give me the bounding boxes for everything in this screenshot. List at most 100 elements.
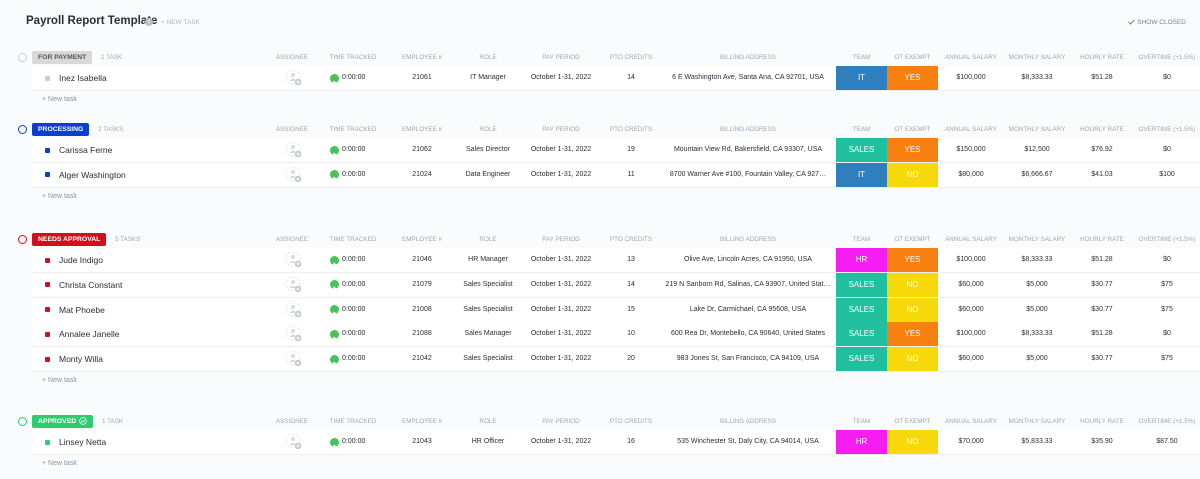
timer-icon[interactable]	[330, 280, 339, 291]
timer-icon[interactable]	[330, 255, 339, 267]
time-tracked: 0:00:00	[342, 146, 366, 153]
hourly-cell: $41.03	[1091, 170, 1113, 178]
task-row[interactable]: Carissa Ferne 0:00:00 21062 Sales Director O…	[32, 138, 1200, 163]
status-pill[interactable]: FOR PAYMENT	[32, 51, 93, 64]
group-toggle[interactable]	[18, 53, 27, 62]
column-header: PTO CREDITS	[609, 236, 653, 243]
address-cell: 535 Winchester St, Daly City, CA 94014, …	[677, 438, 819, 445]
ot-exempt-badge[interactable]: NO	[887, 162, 938, 187]
status-square	[45, 257, 50, 263]
timer-icon[interactable]	[330, 354, 339, 366]
status-pill[interactable]: NEEDS APPROVAL	[32, 233, 107, 246]
new-task-row[interactable]: + New task	[42, 377, 77, 384]
assignee-icon[interactable]	[285, 141, 303, 159]
employee-name[interactable]: Annalee Janelle	[59, 329, 120, 340]
timer-icon[interactable]	[330, 145, 339, 157]
task-row[interactable]: Jude Indigo 0:00:00 21046 HR Manager October…	[32, 248, 1200, 273]
task-row[interactable]: Annalee Janelle 0:00:00 21088 Sales Manager…	[32, 322, 1200, 348]
employee-name[interactable]: Christa Constant	[59, 279, 123, 290]
role-cell: HR Officer	[471, 438, 505, 445]
status-square	[45, 75, 50, 81]
timer-icon[interactable]	[330, 305, 339, 316]
employee-name[interactable]: Monty Willa	[59, 354, 103, 365]
task-row[interactable]: Christa Constant 0:00:00 21079 Sales Specia…	[32, 272, 1200, 298]
assignee-icon[interactable]	[285, 69, 303, 87]
column-header: ROLE	[479, 54, 497, 61]
employee-cell: 21079	[412, 280, 432, 288]
annual-cell: $60,000	[958, 305, 984, 313]
ot-exempt-badge[interactable]: NO	[887, 347, 938, 372]
group-toggle[interactable]	[18, 417, 27, 426]
new-task-row[interactable]: + New task	[42, 95, 77, 103]
assignee-icon[interactable]	[285, 251, 303, 269]
pay-period-cell: October 1-31, 2022	[530, 330, 592, 338]
team-badge[interactable]: HR	[836, 248, 887, 272]
ot-exempt-badge[interactable]: NO	[887, 297, 938, 322]
assignee-icon[interactable]	[285, 325, 303, 343]
timer-icon[interactable]	[330, 170, 339, 181]
role-cell: HR Manager	[468, 256, 508, 263]
pto-cell: 10	[627, 330, 635, 338]
column-header: ASSIGNEE	[275, 418, 309, 425]
assignee-icon[interactable]	[285, 166, 303, 184]
assignee-icon[interactable]	[285, 276, 303, 294]
new-task-row[interactable]: + New task	[42, 192, 77, 200]
ot-exempt-badge[interactable]: YES	[887, 66, 938, 90]
assignee-svg	[285, 433, 302, 450]
group-toggle[interactable]	[18, 235, 27, 244]
column-header: MONTHLY SALARY	[1008, 54, 1066, 61]
play-glyph	[333, 79, 337, 85]
task-row[interactable]: Alger Washington 0:00:00 21024 Data Enginee…	[32, 162, 1200, 188]
task-row[interactable]: Mat Phoebe 0:00:00 21008 Sales Specialist Oc…	[32, 297, 1200, 323]
hourly-cell: $51.28	[1091, 330, 1113, 338]
pay-period-cell: October 1-31, 2022	[530, 355, 592, 363]
column-header: TEAM	[852, 236, 871, 243]
employee-name[interactable]: Mat Phoebe	[59, 304, 105, 315]
employee-name[interactable]: Linsey Netta	[59, 437, 107, 447]
task-row[interactable]: Inez Isabella 0:00:00 21061 IT Manager Octob…	[32, 66, 1200, 91]
timer-icon[interactable]	[330, 329, 339, 341]
team-badge[interactable]: SALES	[836, 347, 887, 372]
assignee-icon[interactable]	[285, 301, 303, 319]
monthly-cell: $8,333.33	[1021, 256, 1053, 263]
status-square	[45, 356, 50, 362]
status-square	[45, 439, 50, 445]
task-row[interactable]: Linsey Netta 0:00:00 21043 HR Officer Octobe…	[32, 430, 1200, 455]
ot-exempt-badge[interactable]: NO	[887, 272, 938, 297]
team-badge[interactable]: IT	[836, 162, 887, 187]
column-header: ANNUAL SALARY	[945, 126, 997, 133]
new-task-button[interactable]: + NEW TASK	[161, 19, 200, 26]
team-badge[interactable]: SALES	[836, 322, 887, 347]
timer-icon[interactable]	[330, 437, 339, 449]
pay-period-cell: October 1-31, 2022	[530, 74, 592, 81]
ot-exempt-badge[interactable]: YES	[887, 322, 938, 347]
monthly-cell: $6,666.67	[1021, 170, 1053, 178]
status-pill[interactable]: PROCESSING	[32, 123, 90, 136]
hourly-cell: $30.77	[1091, 355, 1113, 363]
column-header: ANNUAL SALARY	[945, 54, 997, 61]
timer-icon[interactable]	[330, 73, 339, 85]
ot-exempt-badge[interactable]: YES	[887, 138, 938, 162]
team-badge[interactable]: SALES	[836, 138, 887, 162]
ot-exempt-badge[interactable]: YES	[887, 248, 938, 272]
assignee-icon[interactable]	[285, 350, 303, 368]
show-closed-button[interactable]: SHOW CLOSED	[1128, 19, 1186, 26]
employee-name[interactable]: Inez Isabella	[59, 73, 107, 83]
team-badge[interactable]: SALES	[836, 297, 887, 322]
column-header: OT EXEMPT	[894, 126, 931, 133]
team-badge[interactable]: SALES	[836, 272, 887, 297]
team-badge[interactable]: IT	[836, 66, 887, 90]
new-task-row[interactable]: + New task	[42, 459, 77, 467]
employee-name[interactable]: Jude Indigo	[59, 255, 103, 265]
ot-exempt-badge[interactable]: NO	[887, 430, 938, 454]
group-toggle[interactable]	[18, 125, 27, 134]
employee-name[interactable]: Carissa Ferne	[59, 145, 113, 155]
status-pill[interactable]: APPROVED	[32, 415, 94, 428]
assignee-icon[interactable]	[285, 433, 303, 451]
task-row[interactable]: Monty Willa 0:00:00 21042 Sales Specialist O…	[32, 347, 1200, 373]
team-badge[interactable]: HR	[836, 430, 887, 454]
employee-name[interactable]: Alger Washington	[59, 169, 126, 180]
info-icon[interactable]: i	[145, 18, 153, 26]
hourly-cell: $76.92	[1091, 146, 1113, 153]
annual-cell: $100,000	[956, 74, 986, 81]
